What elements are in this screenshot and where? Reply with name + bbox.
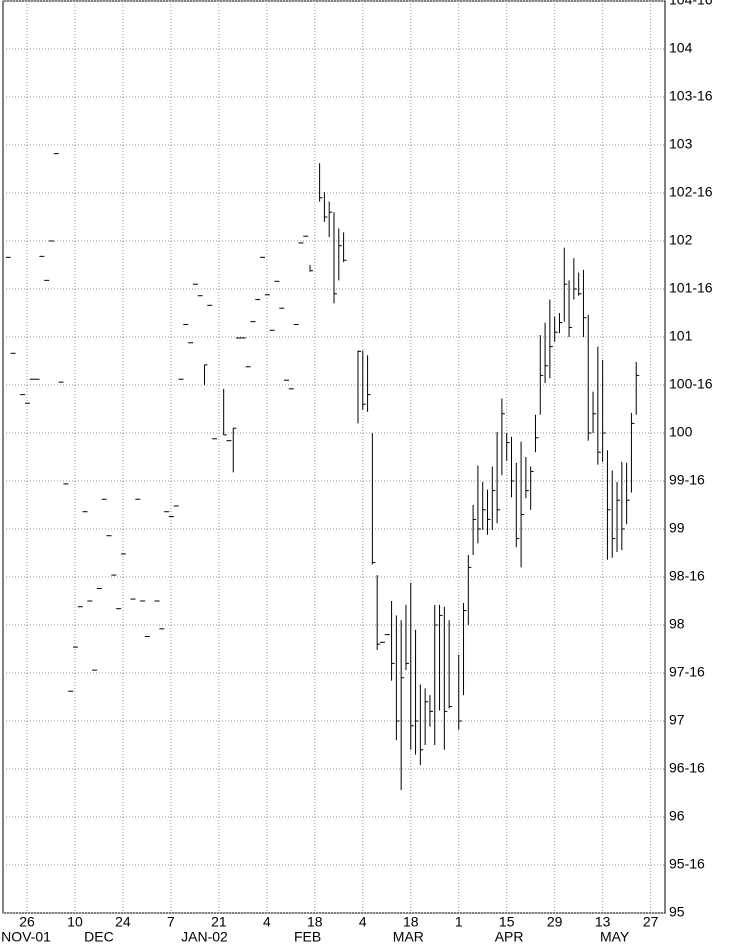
x-tick-label: 13 (595, 914, 611, 930)
x-tick-label: 10 (67, 914, 83, 930)
y-tick-label: 103-16 (669, 88, 713, 104)
x-tick-label: 18 (403, 914, 419, 930)
x-month-label: APR (495, 929, 524, 945)
x-tick-label: 24 (115, 914, 131, 930)
x-tick-label: 29 (547, 914, 563, 930)
x-month-label: DEC (84, 929, 114, 945)
y-tick-label: 101 (669, 328, 693, 344)
y-tick-label: 100 (669, 424, 693, 440)
y-tick-label: 99-16 (669, 472, 705, 488)
y-tick-label: 102 (669, 232, 693, 248)
y-tick-label: 104 (669, 40, 693, 56)
x-tick-label: 21 (211, 914, 227, 930)
x-tick-label: 7 (167, 914, 175, 930)
plot-frame (2, 0, 666, 914)
y-tick-label: 99 (669, 520, 685, 536)
y-tick-label: 96 (669, 808, 685, 824)
x-month-label: JAN-02 (181, 929, 228, 945)
x-tick-label: 26 (19, 914, 35, 930)
x-tick-label: 18 (307, 914, 323, 930)
y-tick-label: 101-16 (669, 280, 713, 296)
y-tick-label: 98 (669, 616, 685, 632)
x-tick-label: 4 (359, 914, 367, 930)
x-month-label: MAR (393, 929, 424, 945)
y-tick-label: 102-16 (669, 184, 713, 200)
x-tick-label: 15 (499, 914, 515, 930)
y-tick-label: 104-16 (669, 0, 713, 8)
y-tick-label: 100-16 (669, 376, 713, 392)
y-tick-label: 96-16 (669, 760, 705, 776)
x-month-label: FEB (294, 929, 321, 945)
x-tick-label: 1 (455, 914, 463, 930)
y-tick-label: 95-16 (669, 856, 705, 872)
x-month-label: NOV-01 (1, 929, 51, 945)
y-tick-label: 103 (669, 136, 693, 152)
x-month-label: MAY (600, 929, 630, 945)
x-tick-label: 4 (263, 914, 271, 930)
x-tick-label: 27 (643, 914, 659, 930)
y-tick-label: 95 (669, 904, 685, 920)
y-tick-label: 98-16 (669, 568, 705, 584)
y-tick-label: 97 (669, 712, 685, 728)
y-tick-label: 97-16 (669, 664, 705, 680)
